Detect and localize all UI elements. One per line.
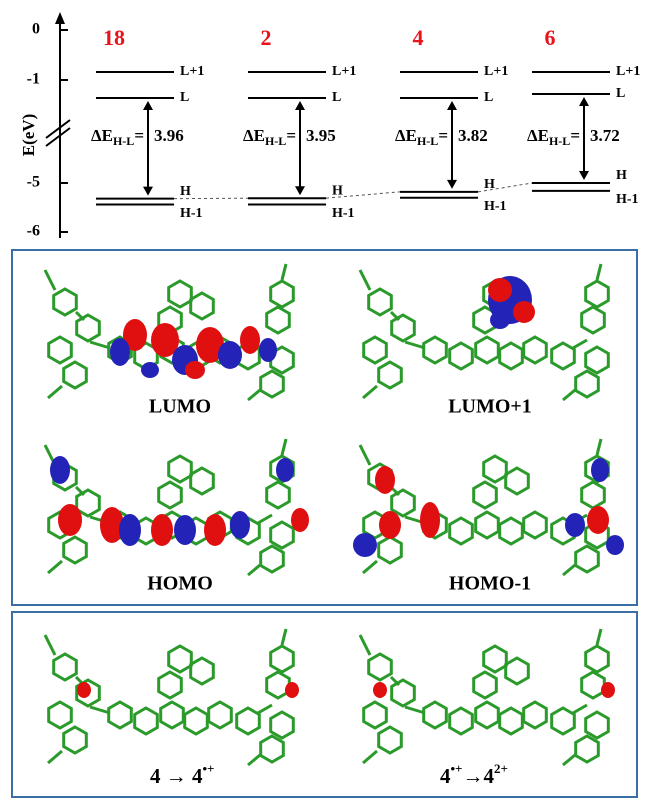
orbital-label: LUMO+1 xyxy=(448,396,532,418)
orbital-panel xyxy=(12,250,637,605)
molecule xyxy=(353,439,624,575)
gap-value: 3.72 xyxy=(590,126,620,145)
arrow-head xyxy=(447,180,457,189)
molecule xyxy=(360,264,608,400)
gap-label: ΔEH-L= xyxy=(243,126,296,148)
level-label: H xyxy=(616,168,627,183)
gap-label-part: H-L xyxy=(417,134,438,148)
gap-value: 3.82 xyxy=(458,126,488,145)
arrow-head xyxy=(143,187,153,196)
level-label: L+1 xyxy=(180,64,204,79)
level-label: H xyxy=(332,183,343,198)
level-label: H xyxy=(180,184,191,199)
gap-label-part: = xyxy=(286,126,296,145)
level-label: H xyxy=(484,177,495,192)
molecule xyxy=(360,629,615,765)
gap-label-part: = xyxy=(134,126,144,145)
arrow-head xyxy=(295,101,305,110)
orbital-label: HOMO-1 xyxy=(449,573,531,595)
transition-label: 4•+→42+ xyxy=(440,761,508,788)
gap-label-part: ΔE xyxy=(527,126,549,145)
compound-name: 4 xyxy=(413,25,424,50)
orbital-label: LUMO xyxy=(149,396,211,418)
energy-diagram: E(eV) 0-1-5-618L+1LHH-1ΔEH-L=3.962L+1LHH… xyxy=(19,12,640,240)
level-label: L+1 xyxy=(616,64,640,79)
figure: E(eV) 0-1-5-618L+1LHH-1ΔEH-L=3.962L+1LHH… xyxy=(0,0,647,801)
y-axis-label: E(eV) xyxy=(19,114,38,156)
orbital-label: HOMO xyxy=(147,573,213,595)
level-label: H-1 xyxy=(180,206,203,221)
gap-value: 3.96 xyxy=(154,126,184,145)
level-label: H-1 xyxy=(484,199,507,214)
level-label: H-1 xyxy=(616,192,639,207)
gap-label-part: = xyxy=(570,126,580,145)
gap-label-part: H-L xyxy=(265,134,286,148)
gap-label: ΔEH-L= xyxy=(395,126,448,148)
gap-label-part: H-L xyxy=(113,134,134,148)
spin-panel xyxy=(12,612,637,797)
gap-label: ΔEH-L= xyxy=(91,126,144,148)
gap-label-part: ΔE xyxy=(91,126,113,145)
gap-value: 3.95 xyxy=(306,126,336,145)
level-label: L+1 xyxy=(332,64,356,79)
level-label: L xyxy=(180,90,189,105)
arrow-head xyxy=(447,101,457,110)
y-tick-label: -1 xyxy=(27,71,40,88)
gap-label: ΔEH-L= xyxy=(527,126,580,148)
arrow-head xyxy=(579,171,589,180)
gap-label-part: ΔE xyxy=(395,126,417,145)
y-tick-label: -6 xyxy=(27,223,40,240)
compound-name: 2 xyxy=(261,25,272,50)
axis-break xyxy=(46,120,70,138)
level-label: L xyxy=(484,90,493,105)
axis-break xyxy=(46,128,70,146)
level-label: L+1 xyxy=(484,64,508,79)
molecule xyxy=(45,264,293,400)
transition-label: 4 → 4•+ xyxy=(150,761,214,788)
y-tick-label: 0 xyxy=(32,21,40,38)
level-label: L xyxy=(616,86,625,101)
arrow-head xyxy=(295,186,305,195)
level-label: L xyxy=(332,90,341,105)
y-tick-label: -5 xyxy=(27,174,40,191)
compound-name: 18 xyxy=(103,25,125,50)
gap-label-part: H-L xyxy=(549,134,570,148)
gap-label-part: ΔE xyxy=(243,126,265,145)
level-label: H-1 xyxy=(332,206,355,221)
molecule xyxy=(45,439,309,575)
arrow-head xyxy=(579,97,589,106)
compound-name: 6 xyxy=(545,25,556,50)
arrow-head xyxy=(143,101,153,110)
gap-label-part: = xyxy=(438,126,448,145)
axis-arrow xyxy=(55,12,65,24)
molecule xyxy=(45,629,299,765)
